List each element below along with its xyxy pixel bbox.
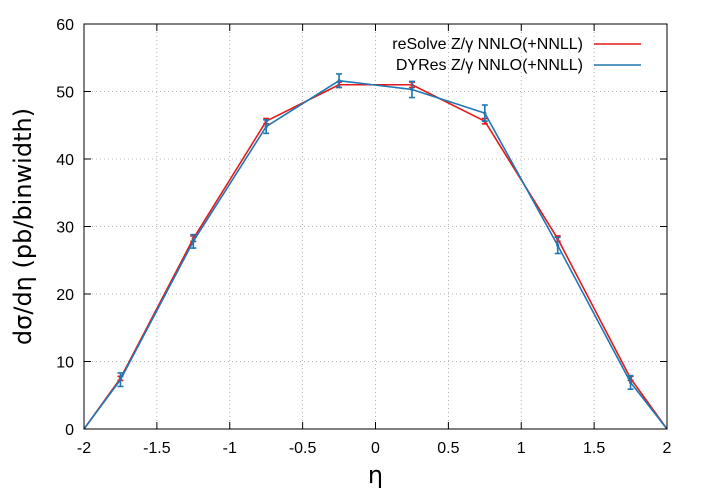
legend: reSolve Z/γ NNLO(+NNLL) DYRes Z/γ NNLO(+N… (392, 36, 641, 74)
data-point (118, 378, 123, 382)
y-tick-label: 30 (56, 220, 74, 237)
y-axis-title: dσ/dη (pb/binwidth) (9, 108, 37, 345)
series-2 (83, 73, 668, 430)
legend-label: reSolve Z/γ NNLO(+NNLL) (392, 36, 583, 53)
y-tick-label: 40 (56, 152, 74, 169)
data-point (628, 380, 633, 385)
x-tick-label: -1 (223, 440, 237, 457)
x-tick-label: 1 (517, 440, 526, 457)
y-tick-label: 20 (56, 287, 74, 304)
data-point (556, 243, 560, 247)
series-group (83, 73, 668, 430)
legend-label: DYRes Z/γ NNLO(+NNLL) (396, 57, 583, 74)
data-point (337, 79, 341, 83)
data-point (191, 239, 195, 243)
data-point (264, 125, 268, 129)
x-tick-label: 0.5 (437, 440, 459, 457)
x-tick-label: -2 (77, 440, 91, 457)
x-tick-label: -1.5 (143, 440, 171, 457)
y-tick-label: 60 (56, 17, 74, 34)
x-tick-label: -0.5 (289, 440, 317, 457)
x-tick-label: 0 (371, 440, 380, 457)
y-tick-label: 50 (56, 85, 74, 102)
y-tick-label: 10 (56, 355, 74, 372)
data-point (483, 111, 487, 115)
x-axis-title: η (368, 461, 383, 489)
x-tick-label: 2 (663, 440, 672, 457)
x-tick-label: 1.5 (583, 440, 605, 457)
y-tick-label: 0 (65, 422, 74, 439)
data-point (410, 87, 414, 92)
series-line (83, 79, 668, 430)
